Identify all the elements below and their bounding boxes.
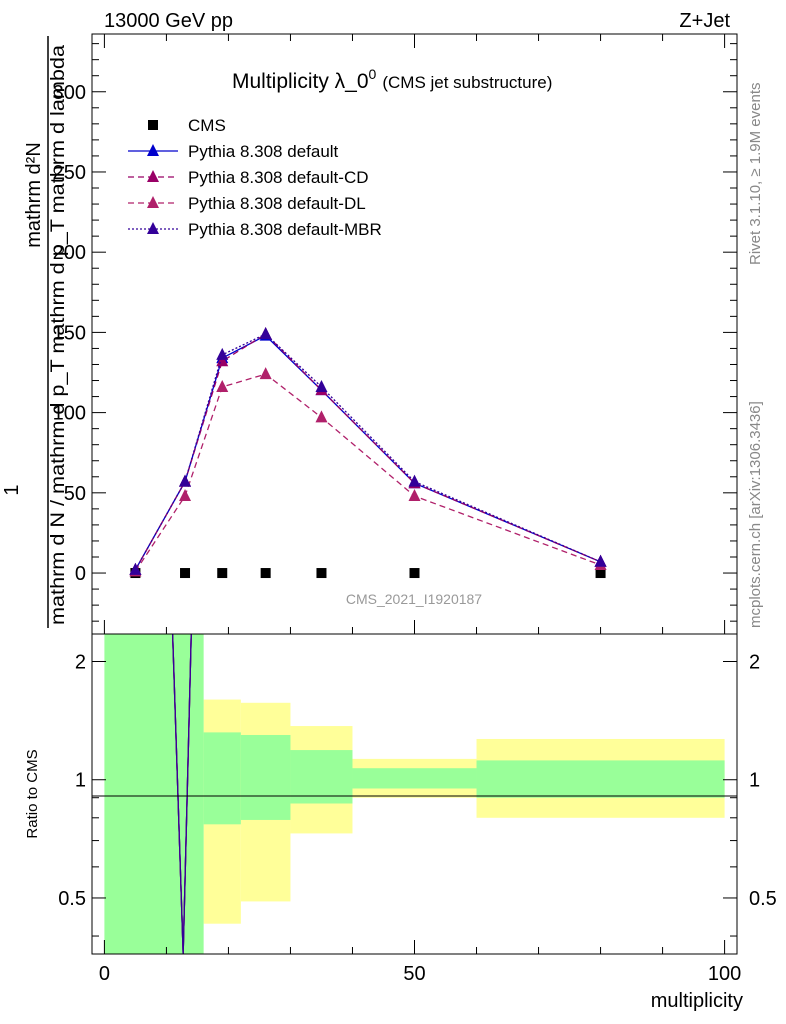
ratio-band-stat	[104, 634, 204, 954]
series-marker	[259, 327, 272, 339]
legend-label: Pythia 8.308 default	[188, 142, 339, 161]
series-marker	[315, 379, 328, 392]
ratio-tick-label: 2	[75, 652, 86, 674]
series-marker	[408, 489, 421, 502]
legend: CMS Pythia 8.308 default Pythia 8.308 defa…	[128, 116, 382, 239]
series-marker	[594, 554, 607, 567]
series-marker	[216, 347, 229, 360]
cms-point	[595, 568, 606, 579]
series-marker	[408, 474, 421, 487]
title-suffix: (CMS jet substructure)	[382, 73, 552, 92]
cms-point	[260, 568, 271, 579]
series-marker	[216, 379, 229, 392]
y-tick-label: 150	[53, 322, 86, 344]
y-tick-label: 100	[53, 403, 86, 425]
main-ylabel: 1 mathrm d²N mathrm d N / mathrm d p_T m…	[1, 36, 69, 628]
ratio-band-stat	[352, 768, 477, 789]
ratio-band-stat	[203, 732, 241, 825]
main-title-prefix: Multiplicity λ_00 (CMS jet substructure)	[232, 66, 552, 93]
y-tick-label: 50	[64, 483, 86, 505]
ratio-tick-label-right: 1	[749, 770, 760, 792]
main-ylabel-denominator: mathrm d N / mathrm d p_T mathrm d p_T m…	[48, 45, 69, 625]
ratio-yticks: 0.5 0.5 1 1 2 2	[58, 652, 777, 937]
series-marker	[179, 489, 192, 502]
series-marker	[179, 474, 192, 487]
ratio-band-stat	[476, 760, 725, 798]
series-marker	[147, 196, 159, 208]
series-marker	[147, 144, 159, 156]
legend-marker	[148, 120, 158, 130]
ratio-plot-area: 0.5 0.5 1 1 2 2 Ratio to CMS	[24, 633, 777, 955]
cms-point	[217, 568, 228, 579]
series-marker	[315, 410, 328, 423]
main-series	[129, 327, 607, 579]
main-yticks: 0 50 100 150 200 250 300	[53, 43, 737, 622]
y-tick-label: 250	[53, 162, 86, 184]
series-marker	[147, 170, 159, 182]
ratio-band-stat	[240, 734, 291, 820]
main-ylabel-one: 1	[1, 484, 23, 495]
ratio-tick-label-right: 2	[749, 652, 760, 674]
series-marker	[147, 222, 159, 234]
title-sup: 0	[369, 66, 377, 82]
main-ylabel-numerator: mathrm d²N	[23, 142, 45, 248]
series-line	[134, 334, 601, 571]
legend-label: Pythia 8.308 default-MBR	[188, 220, 382, 239]
series-marker	[259, 367, 272, 380]
y-tick-label: 0	[75, 563, 86, 585]
rivet-label: Rivet 3.1.10, ≥ 1.9M events	[747, 83, 764, 266]
header-right: Z+Jet	[679, 10, 730, 32]
legend-label: CMS	[188, 116, 226, 135]
legend-label: Pythia 8.308 default-DL	[188, 194, 366, 213]
ratio-ylabel: Ratio to CMS	[24, 749, 41, 838]
x-axis-label: multiplicity	[651, 990, 743, 1012]
y-tick-label: 300	[53, 82, 86, 104]
legend-label: Pythia 8.308 default-CD	[188, 168, 369, 187]
series-line	[134, 373, 601, 572]
series-line	[134, 333, 601, 571]
x-tick-label: 50	[403, 963, 425, 985]
ratio-band-stat	[290, 750, 353, 804]
series-line	[134, 333, 601, 571]
title-prefix: Multiplicity λ_0	[232, 70, 369, 93]
mcplots-label: mcplots.cern.ch [arXiv:1306.3436]	[747, 401, 764, 628]
y-tick-label: 200	[53, 242, 86, 264]
ratio-tick-label-right: 0.5	[749, 888, 777, 910]
watermark: CMS_2021_I1920187	[346, 591, 482, 607]
x-tick-label: 100	[708, 963, 741, 985]
cms-point	[409, 568, 420, 579]
ratio-bands	[104, 634, 725, 954]
ratio-tick-label: 1	[75, 770, 86, 792]
cms-point	[180, 568, 191, 579]
cms-point	[316, 568, 327, 579]
x-tick-label: 0	[99, 963, 110, 985]
ratio-tick-label: 0.5	[58, 888, 86, 910]
x-axis: 0 50 100	[99, 34, 741, 985]
series-marker	[129, 562, 142, 575]
header-left: 13000 GeV pp	[104, 10, 233, 32]
